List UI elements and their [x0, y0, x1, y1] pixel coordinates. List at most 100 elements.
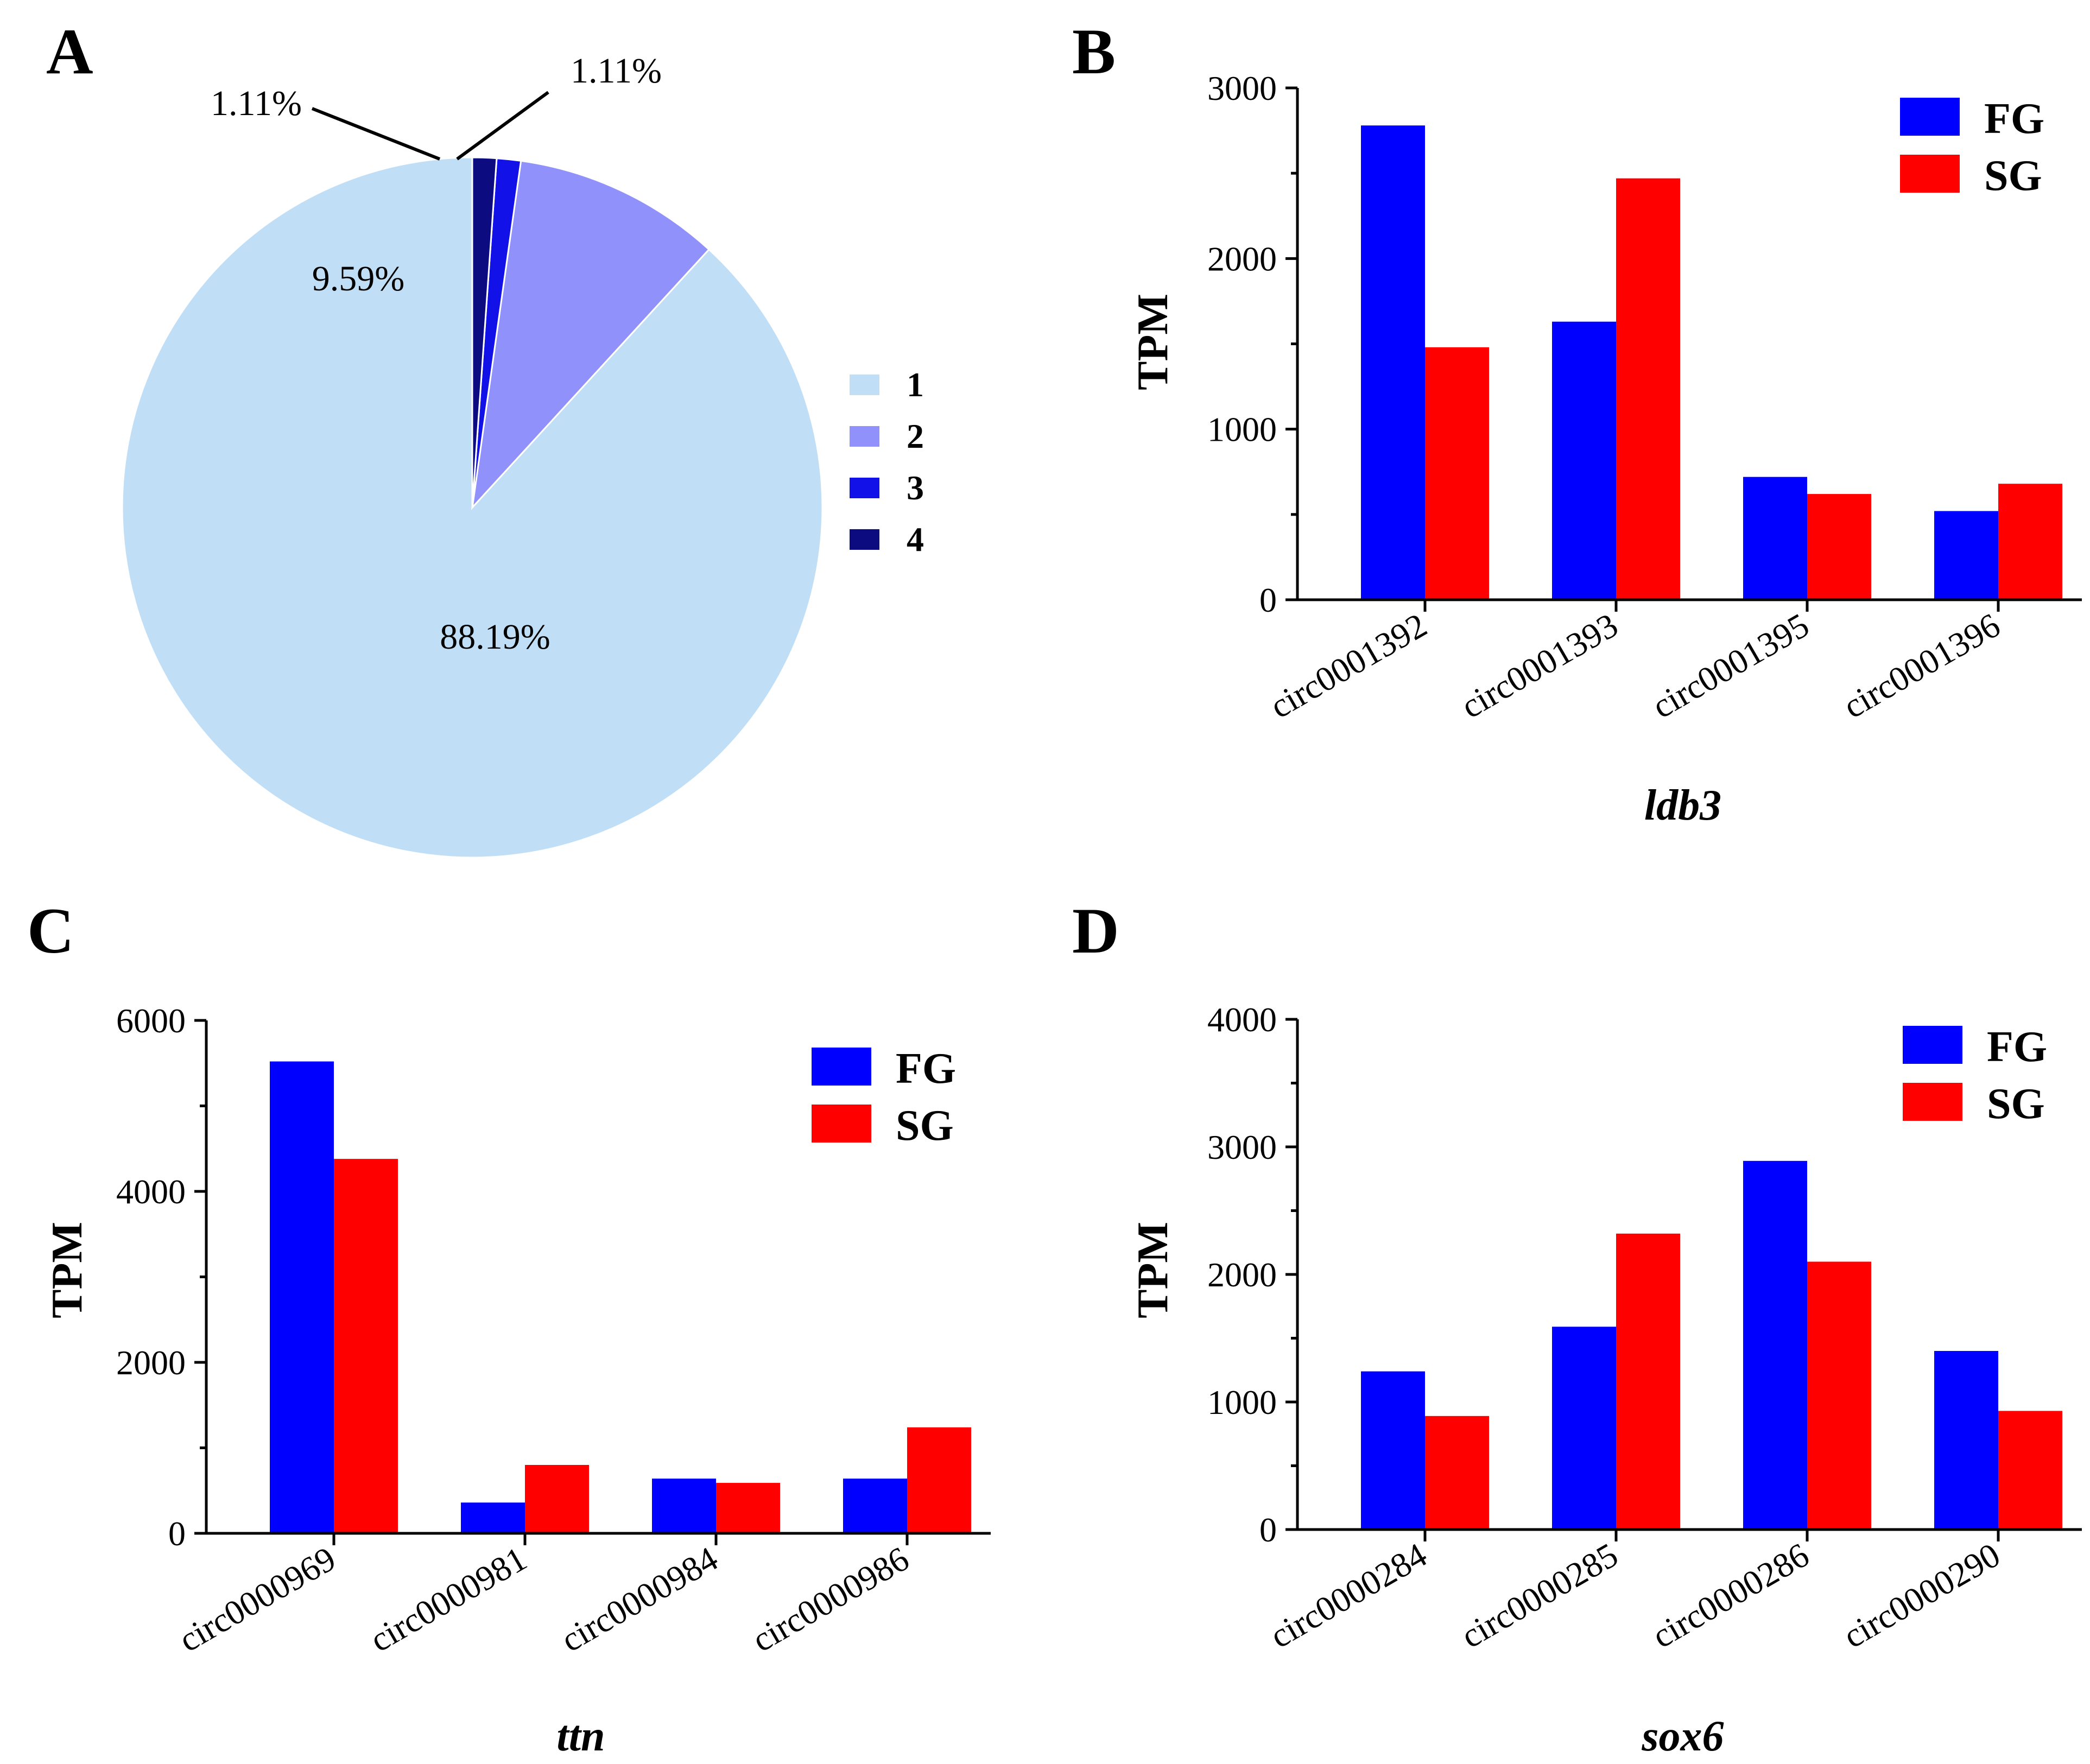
x-axis-title-d: sox6 [1641, 1712, 1724, 1760]
x-tick-label-c-1: circ0000981 [363, 1539, 533, 1659]
bar-d-fg-circ0000285 [1552, 1327, 1616, 1530]
pie-legend-swatch-2 [850, 426, 879, 447]
y-tick-label-b-3: 3000 [1207, 69, 1277, 107]
pie-legend-label-1: 1 [907, 365, 924, 404]
bars-c [270, 1061, 971, 1533]
legend-b-label-fg: FG [1984, 95, 2044, 143]
pie-legend-label-2: 2 [907, 417, 924, 455]
bar-b-fg-circ0001395 [1743, 477, 1807, 600]
bar-d-fg-circ0000284 [1361, 1371, 1425, 1530]
pie-slice-2 [471, 160, 711, 510]
x-tick-label-d-3: circ0000290 [1836, 1535, 2006, 1655]
y-axis-title-c: TPM [43, 1222, 91, 1318]
x-tick-label-d-1: circ0000285 [1454, 1535, 1624, 1655]
bar-c-fg-circ0000969 [270, 1061, 334, 1533]
x-axis-c: circ0000969 circ0000981 circ0000984 circ000… [172, 1532, 991, 1659]
y-axis-b: 0 1000 2000 3000 [1207, 69, 1299, 619]
bar-d-fg-circ0000286 [1743, 1160, 1807, 1530]
y-tick-label-c-2: 4000 [116, 1172, 186, 1211]
y-tick-label-c-3: 6000 [116, 1001, 186, 1040]
x-tick-label-c-2: circ0000984 [554, 1539, 724, 1659]
y-tick-label-c-1: 2000 [116, 1343, 186, 1382]
x-axis-title-c: ttn [557, 1712, 605, 1760]
x-axis-title-b: ldb3 [1644, 782, 1721, 829]
legend-c-swatch-fg [812, 1048, 871, 1086]
legend-b-label-sg: SG [1984, 152, 2042, 200]
y-axis-c: 0 2000 4000 6000 [116, 1001, 208, 1553]
pie-legend-swatch-3 [850, 478, 879, 498]
leader-line-3 [311, 107, 441, 161]
bar-b-fg-circ0001393 [1552, 321, 1616, 600]
y-axis-title-d: TPM [1129, 1222, 1177, 1318]
x-tick-label-c-3: circ0000986 [745, 1539, 915, 1659]
slice-label-4: 1.11% [571, 51, 662, 91]
bar-c-sg-circ0000986 [907, 1427, 971, 1533]
x-tick-label-b-2: circ0001395 [1645, 606, 1815, 726]
pie-legend-swatch-1 [850, 375, 879, 395]
legend-c-label-sg: SG [896, 1102, 954, 1150]
bar-c-sg-circ0000984 [716, 1483, 780, 1533]
legend-d-label-sg: SG [1987, 1080, 2045, 1128]
legend-c-swatch-sg [812, 1105, 871, 1143]
y-tick-label-b-1: 1000 [1207, 410, 1277, 449]
leader-line-4 [456, 91, 549, 161]
slice-label-1: 88.19% [440, 617, 550, 657]
pie-legend-swatch-4 [850, 529, 879, 550]
x-tick-label-b-1: circ0001393 [1454, 606, 1624, 726]
legend-b-swatch-sg [1900, 155, 1960, 193]
bar-c-fg-circ0000986 [843, 1479, 907, 1533]
bar-b-sg-circ0001396 [1998, 484, 2062, 600]
bar-b-sg-circ0001395 [1807, 494, 1871, 600]
bar-b-sg-circ0001392 [1425, 347, 1489, 600]
legend-c: FG SG [812, 1045, 956, 1150]
y-tick-label-d-1: 1000 [1207, 1383, 1277, 1422]
y-axis-d: 0 1000 2000 3000 4000 [1207, 1000, 1299, 1549]
legend-d-label-fg: FG [1987, 1023, 2047, 1071]
pie-legend-label-4: 4 [907, 520, 924, 559]
bar-b-fg-circ0001396 [1934, 511, 1998, 600]
legend-b: FG SG [1900, 95, 2044, 200]
x-tick-label-b-3: circ0001396 [1836, 606, 2006, 726]
bar-c-fg-circ0000981 [461, 1502, 525, 1533]
x-tick-label-d-2: circ0000286 [1645, 1535, 1815, 1655]
legend-d: FG SG [1903, 1023, 2047, 1128]
bar-b-fg-circ0001392 [1361, 125, 1425, 600]
legend-d-swatch-fg [1903, 1026, 1962, 1064]
panel-letter-c: C [27, 894, 74, 967]
bars-d [1361, 1160, 2062, 1530]
panel-letter-b: B [1072, 15, 1116, 87]
slice-label-2: 9.59% [312, 259, 404, 299]
bar-d-fg-circ0000290 [1934, 1351, 1998, 1530]
bar-c-sg-circ0000981 [525, 1465, 589, 1533]
y-tick-label-d-0: 0 [1259, 1511, 1277, 1549]
bar-b-sg-circ0001393 [1616, 178, 1680, 600]
bar-d-sg-circ0000286 [1807, 1261, 1871, 1530]
y-tick-label-d-3: 3000 [1207, 1128, 1277, 1166]
x-tick-label-b-0: circ0001392 [1263, 606, 1433, 726]
bar-c-sg-circ0000969 [334, 1159, 398, 1533]
bar-d-sg-circ0000290 [1998, 1411, 2062, 1530]
pie-legend: 1 2 3 4 [850, 365, 924, 559]
y-axis-title-b: TPM [1129, 294, 1177, 390]
panel-letter-d: D [1072, 894, 1119, 967]
x-axis-b: circ0001392 circ0001393 circ0001395 circ000… [1263, 598, 2082, 726]
x-tick-label-d-0: circ0000284 [1263, 1535, 1433, 1655]
panel-letter-a: A [46, 15, 93, 87]
x-axis-d: circ0000284 circ0000285 circ0000286 circ000… [1263, 1528, 2082, 1655]
legend-c-label-fg: FG [896, 1045, 956, 1093]
slice-label-3: 1.11% [211, 84, 302, 123]
y-tick-label-d-4: 4000 [1207, 1000, 1277, 1039]
pie-legend-label-3: 3 [907, 468, 924, 507]
y-tick-label-c-0: 0 [168, 1514, 186, 1553]
y-tick-label-b-0: 0 [1259, 581, 1277, 619]
panel-a-pie-chart: A 88.19% 9.59% 1.11% 1.11% 1 2 3 4 [46, 15, 924, 859]
bar-d-sg-circ0000285 [1616, 1233, 1680, 1530]
bar-d-sg-circ0000284 [1425, 1416, 1489, 1530]
y-tick-label-b-2: 2000 [1207, 239, 1277, 278]
legend-b-swatch-fg [1900, 98, 1960, 136]
x-tick-label-c-0: circ0000969 [172, 1539, 342, 1659]
bar-c-fg-circ0000984 [652, 1479, 716, 1533]
